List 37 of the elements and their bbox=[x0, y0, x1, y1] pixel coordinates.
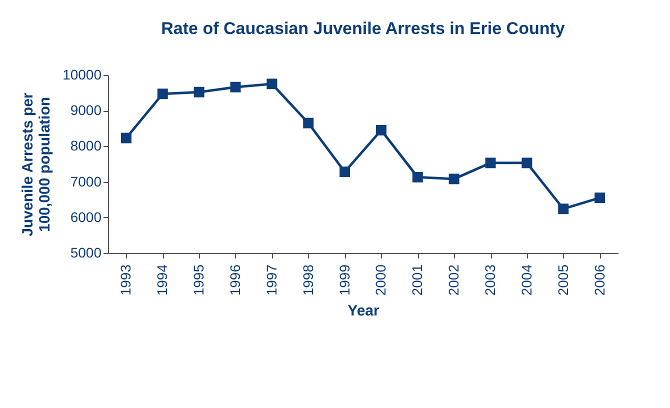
x-tick-label: 2000 bbox=[372, 264, 389, 296]
point bbox=[157, 88, 168, 100]
y-tick-label: 5000 bbox=[70, 244, 102, 260]
x-tick-label: 2002 bbox=[446, 264, 462, 296]
x-tick-label: 2004 bbox=[518, 264, 534, 296]
point bbox=[303, 118, 314, 128]
point bbox=[194, 86, 204, 98]
y-tick-label: 6000 bbox=[70, 208, 102, 225]
point bbox=[485, 158, 496, 168]
x-tick-label: 2001 bbox=[409, 264, 426, 296]
x-tick-label: 1996 bbox=[227, 264, 243, 296]
y-tick-label: 8000 bbox=[70, 138, 102, 154]
point bbox=[120, 132, 132, 144]
x-tick-label: 1998 bbox=[300, 264, 316, 296]
x-tick-label: 1995 bbox=[190, 264, 207, 296]
y-axis-title: Juvenile Arrests per 100,000 population bbox=[20, 92, 54, 236]
x-tick-label: 2006 bbox=[591, 264, 608, 296]
y-tick-label: 7000 bbox=[70, 173, 102, 190]
chart-title: Rate of Caucasian Juvenile Arrests in Erie County bbox=[161, 19, 566, 38]
x-tick-label: 2003 bbox=[482, 264, 498, 296]
x-tick-label: 2005 bbox=[554, 264, 571, 296]
point bbox=[558, 204, 569, 214]
y-tick-label: 10000 bbox=[62, 66, 102, 82]
x-tick-label: 1993 bbox=[118, 264, 134, 296]
x-tick-label: 1994 bbox=[154, 264, 170, 296]
y-tick-label: 9000 bbox=[70, 102, 102, 118]
x-tick-label: 1999 bbox=[336, 264, 352, 296]
point bbox=[594, 192, 606, 204]
x-axis-title: Year bbox=[348, 302, 380, 320]
point bbox=[340, 166, 350, 178]
point bbox=[266, 78, 278, 90]
point bbox=[448, 174, 460, 184]
point bbox=[230, 82, 241, 92]
point bbox=[412, 172, 423, 182]
x-tick-label: 1997 bbox=[263, 264, 280, 296]
point bbox=[522, 158, 532, 168]
point bbox=[376, 124, 386, 136]
